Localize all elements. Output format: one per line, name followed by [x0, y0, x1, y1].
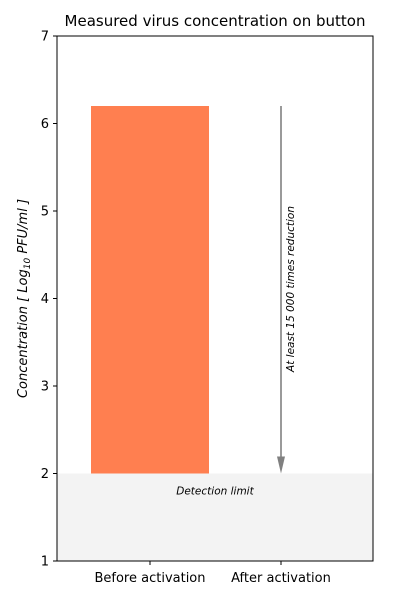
- y-tick-label: 4: [41, 292, 49, 307]
- y-tick-label: 6: [41, 117, 49, 132]
- chart-title: Measured virus concentration on button: [65, 12, 366, 30]
- reduction-arrow-head: [277, 456, 285, 474]
- y-tick-label: 1: [41, 555, 49, 570]
- y-tick-label: 3: [41, 380, 49, 395]
- bar-before-activation: [91, 106, 209, 474]
- reduction-arrow-label: At least 15 000 times reduction: [285, 206, 297, 373]
- x-tick-label: After activation: [231, 571, 331, 586]
- y-axis-label-prefix: Concentration [ Log: [16, 269, 31, 398]
- y-axis-label: Concentration [ Log10 PFU/ml ]: [16, 199, 33, 398]
- y-axis-label-subscript: 10: [23, 258, 33, 270]
- y-tick-label: 7: [41, 30, 49, 45]
- detection-limit-label: Detection limit: [176, 486, 254, 498]
- x-tick-label: Before activation: [94, 571, 205, 586]
- y-axis-label-suffix: PFU/ml ]: [16, 199, 31, 258]
- y-tick-label: 2: [41, 467, 49, 482]
- y-tick-label: 5: [41, 205, 49, 220]
- detection-limit-band: [57, 473, 373, 561]
